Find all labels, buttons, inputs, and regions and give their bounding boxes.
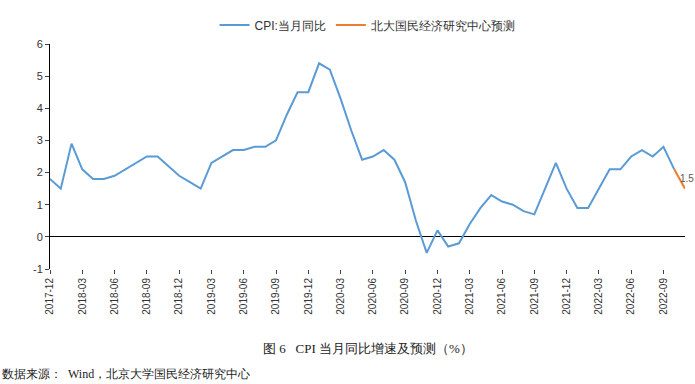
svg-text:2019-06: 2019-06	[238, 278, 249, 315]
svg-text:6: 6	[37, 38, 43, 50]
svg-text:2022-06: 2022-06	[625, 278, 636, 315]
svg-text:2020-12: 2020-12	[432, 278, 443, 315]
svg-text:北大国民经济研究中心预测: 北大国民经济研究中心预测	[371, 19, 515, 33]
svg-text:2018-12: 2018-12	[173, 278, 184, 315]
svg-text:2019-09: 2019-09	[270, 278, 281, 315]
svg-text:2017-12: 2017-12	[44, 278, 55, 315]
svg-text:1: 1	[37, 199, 43, 211]
svg-text:2020-03: 2020-03	[335, 278, 346, 315]
svg-text:0: 0	[37, 231, 43, 243]
svg-text:2021-12: 2021-12	[561, 278, 572, 315]
svg-text:2018-09: 2018-09	[141, 278, 152, 315]
svg-text:2019-03: 2019-03	[206, 278, 217, 315]
svg-text:2020-06: 2020-06	[367, 278, 378, 315]
svg-text:2021-06: 2021-06	[496, 278, 507, 315]
svg-text:2019-12: 2019-12	[303, 278, 314, 315]
svg-text:图 6 CPI 当月同比增速及预测（%）: 图 6 CPI 当月同比增速及预测（%）	[263, 341, 473, 356]
svg-text:数据来源： Wind，北京大学国民经济研究中心: 数据来源： Wind，北京大学国民经济研究中心	[2, 367, 250, 381]
svg-text:2018-03: 2018-03	[77, 278, 88, 315]
svg-text:2020-09: 2020-09	[399, 278, 410, 315]
svg-text:4: 4	[37, 102, 43, 114]
svg-text:CPI:当月同比: CPI:当月同比	[255, 19, 326, 33]
svg-text:2: 2	[37, 166, 43, 178]
svg-text:2021-09: 2021-09	[529, 278, 540, 315]
svg-text:5: 5	[37, 70, 43, 82]
svg-text:2018-06: 2018-06	[109, 278, 120, 315]
svg-text:1.5: 1.5	[680, 173, 694, 184]
svg-text:-1: -1	[33, 263, 43, 275]
svg-text:2022-03: 2022-03	[593, 278, 604, 315]
svg-text:2022-09: 2022-09	[658, 278, 669, 315]
svg-text:2021-03: 2021-03	[464, 278, 475, 315]
svg-text:3: 3	[37, 134, 43, 146]
